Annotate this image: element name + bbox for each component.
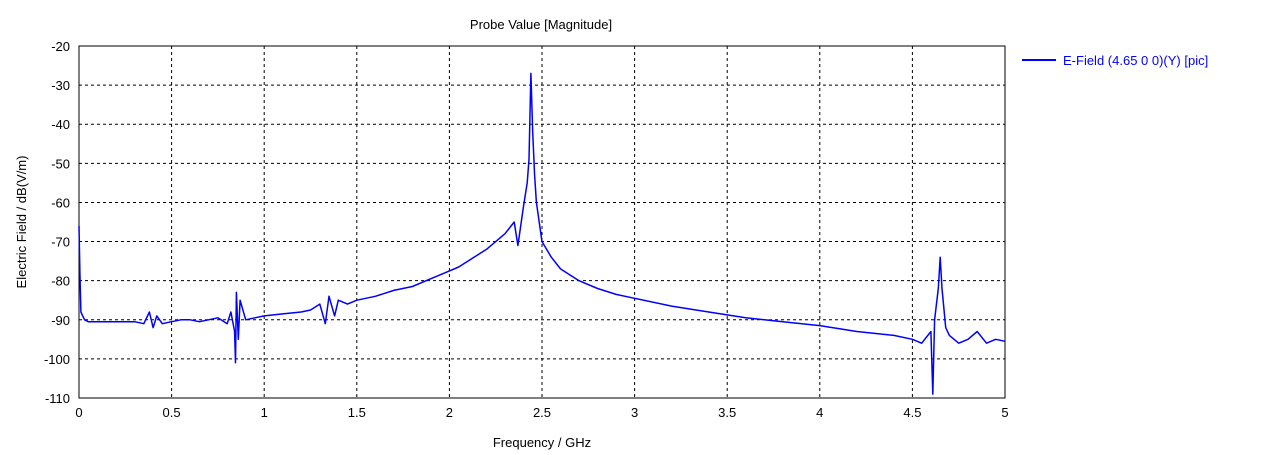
x-tick-label: 4.5 [903, 405, 921, 420]
y-tick-label: -50 [51, 156, 70, 171]
y-axis-title: Electric Field / dB(V/m) [14, 156, 29, 289]
y-tick-label: -30 [51, 78, 70, 93]
x-tick-label: 2.5 [533, 405, 551, 420]
x-axis: 0 0.5 1 1.5 2 2.5 3 3.5 4 4.5 5 [75, 405, 1008, 420]
x-tick-label: 2 [446, 405, 453, 420]
x-tick-label: 0 [75, 405, 82, 420]
x-tick-label: 3 [631, 405, 638, 420]
plot-area-frame [78, 45, 1006, 399]
series-layer [78, 72, 1006, 395]
x-tick-label: 1 [261, 405, 268, 420]
x-tick-label: 3.5 [718, 405, 736, 420]
y-tick-label: -90 [51, 313, 70, 328]
grid [79, 46, 1005, 398]
y-tick-label: -20 [51, 39, 70, 54]
legend-label: E-Field (4.65 0 0)(Y) [pic] [1063, 53, 1208, 68]
series-line [78, 72, 1006, 395]
y-tick-label: -100 [44, 352, 70, 367]
x-tick-label: 4 [816, 405, 823, 420]
x-tick-label: 5 [1001, 405, 1008, 420]
y-tick-label: -70 [51, 235, 70, 250]
y-tick-label: -40 [51, 117, 70, 132]
legend: E-Field (4.65 0 0)(Y) [pic] [1022, 53, 1208, 68]
y-axis: -20 -30 -40 -50 -60 -70 -80 -90 -100 -110 [44, 39, 70, 406]
y-tick-label: -110 [45, 391, 70, 406]
y-tick-label: -80 [51, 274, 70, 289]
x-tick-label: 0.5 [163, 405, 181, 420]
x-tick-label: 1.5 [348, 405, 366, 420]
x-axis-title: Frequency / GHz [493, 435, 591, 450]
y-tick-label: -60 [51, 195, 70, 210]
chart-title: Probe Value [Magnitude] [470, 17, 612, 32]
